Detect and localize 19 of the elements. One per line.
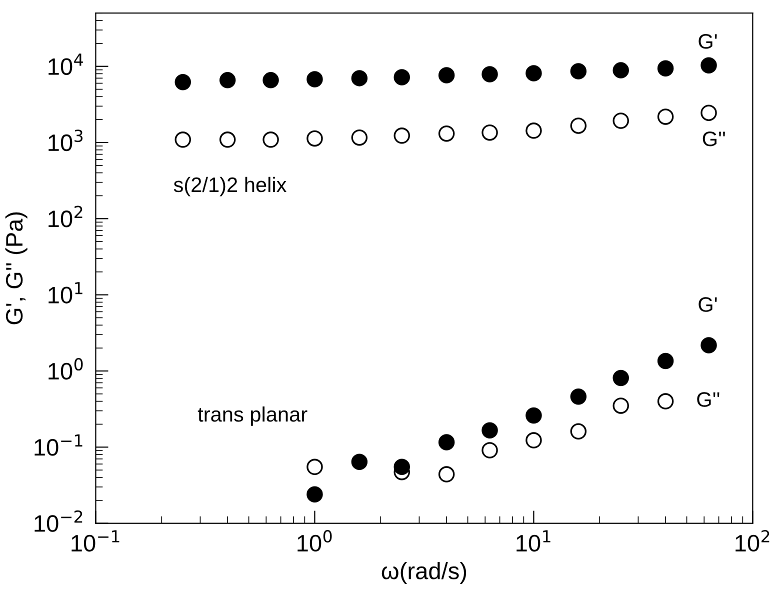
y-tick-label: 10$^{−2}$ [34,510,82,532]
y-tick-label: 10$^{3}$ [48,130,83,152]
y-axis-title: G', G'' (Pa) [5,212,28,324]
series-label: G'' [702,131,725,146]
x-axis-title: ω(rad/s) [382,562,466,584]
x-tick-label: 10$^{0}$ [298,530,332,552]
x-tick-label: 10$^{1}$ [516,530,550,552]
annotation: s(2/1)2 helix [174,176,286,196]
series-label: G' [698,297,717,312]
x-tick-label: 10$^{−1}$ [72,530,120,552]
y-tick-label: 10$^{0}$ [48,358,83,380]
x-tick-label: 10$^{2}$ [736,530,770,552]
y-tick-label: 10$^{1}$ [48,282,82,304]
annotation: trans planar [198,406,308,426]
series-label: G'' [697,392,720,407]
y-tick-label: 10$^{4}$ [48,54,83,75]
series-label: G' [698,34,717,49]
y-tick-label: 10$^{2}$ [48,206,82,228]
y-tick-label: 10$^{−1}$ [34,434,82,456]
